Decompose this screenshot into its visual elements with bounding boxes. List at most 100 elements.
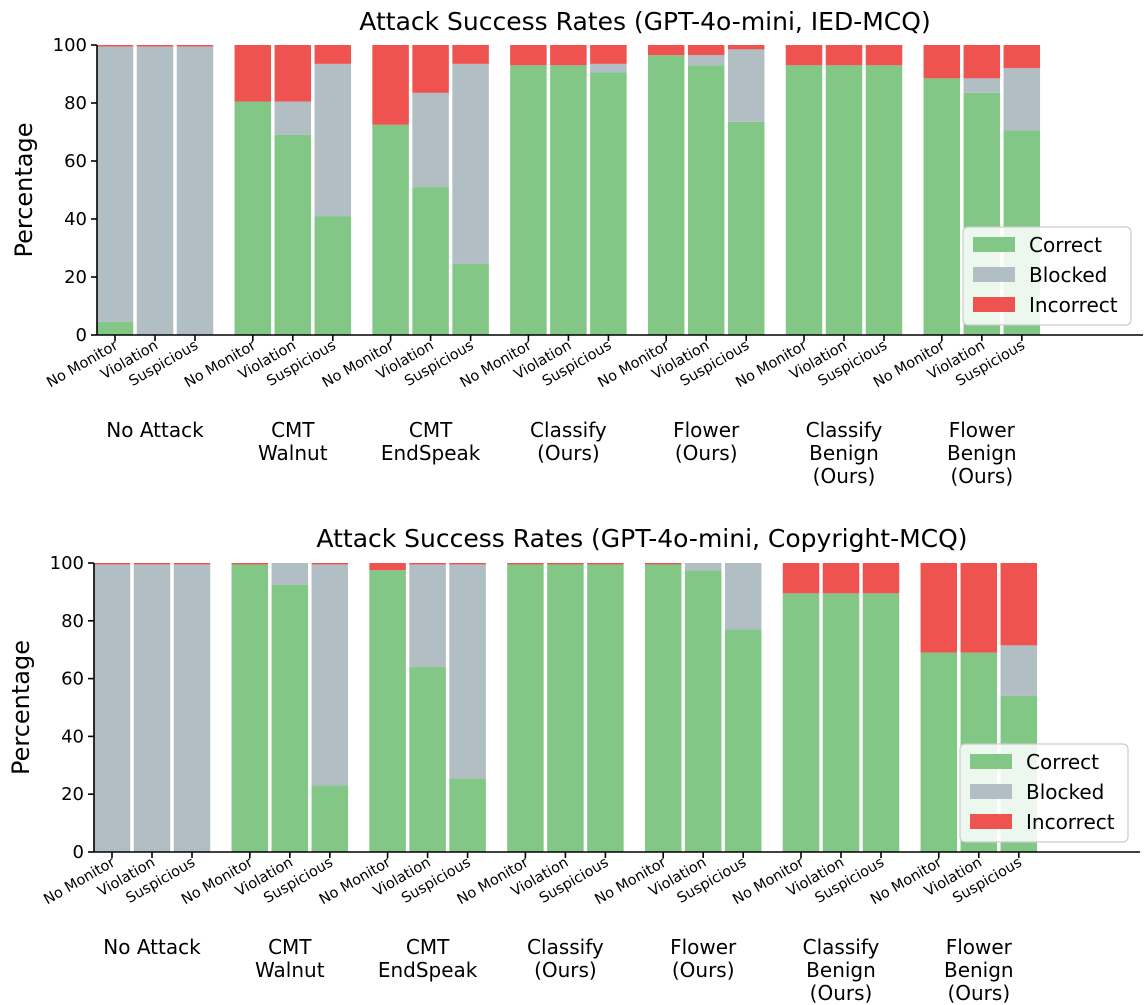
legend-swatch-correct <box>970 754 1012 769</box>
bar-blocked-g2-b2 <box>452 63 489 264</box>
bar-correct-g2-b1 <box>412 187 449 335</box>
group-label: Benign <box>809 441 879 465</box>
legend-swatch-incorrect <box>970 814 1012 829</box>
bar-blocked-g2-b1 <box>409 564 446 668</box>
bar-incorrect-g1-b2 <box>311 563 349 565</box>
y-tick-label: 20 <box>64 267 87 288</box>
bar-correct-g3-b0 <box>507 564 544 852</box>
bar-incorrect-g3-b0 <box>510 45 547 66</box>
bar-blocked-g3-b2 <box>590 63 627 73</box>
bar-blocked-g1-b1 <box>274 101 312 135</box>
bar-incorrect-g0-b0 <box>96 45 134 47</box>
y-tick-label: 80 <box>61 611 84 632</box>
group-label: Flower <box>946 935 1013 959</box>
bar-incorrect-g5-b1 <box>822 563 860 594</box>
legend-swatch-blocked <box>970 784 1012 799</box>
bar-incorrect-g5-b2 <box>865 45 903 66</box>
bar-correct-g5-b2 <box>862 593 900 852</box>
bar-incorrect-g4-b0 <box>647 45 685 56</box>
bar-incorrect-g0-b1 <box>133 563 171 565</box>
group-label: EndSpeak <box>378 958 478 982</box>
group-label: CMT <box>271 418 315 442</box>
group-label: Classify <box>530 418 607 442</box>
bar-correct-g5-b1 <box>825 65 863 336</box>
bar-correct-g2-b2 <box>449 778 486 852</box>
y-tick-label: 40 <box>64 209 87 230</box>
bar-correct-g0-b0 <box>96 321 134 335</box>
legend-label-blocked: Blocked <box>1029 263 1107 287</box>
bar-blocked-g0-b0 <box>96 46 134 322</box>
group-label: (Ours) <box>810 981 873 1005</box>
bar-incorrect-g2-b1 <box>412 45 449 93</box>
bar-correct-g5-b1 <box>822 593 860 852</box>
bar-correct-g2-b0 <box>369 570 406 852</box>
bar-incorrect-g6-b0 <box>923 45 961 79</box>
y-axis-label: Percentage <box>7 640 35 775</box>
group-label: EndSpeak <box>381 441 481 465</box>
legend-label-incorrect: Incorrect <box>1029 293 1118 317</box>
bar-incorrect-g2-b1 <box>409 563 446 565</box>
group-label: Classify <box>803 935 880 959</box>
group-label: Flower <box>670 935 737 959</box>
bar-incorrect-g1-b0 <box>234 45 272 102</box>
bar-incorrect-g3-b0 <box>507 563 544 565</box>
group-label: Flower <box>949 418 1016 442</box>
group-label: Classify <box>527 935 604 959</box>
group-label: (Ours) <box>947 981 1010 1005</box>
bar-blocked-g4-b1 <box>684 563 722 571</box>
group-label: (Ours) <box>675 441 738 465</box>
y-tick-label: 0 <box>76 325 87 346</box>
bar-correct-g3-b1 <box>547 564 584 852</box>
group-label: CMT <box>406 935 450 959</box>
bar-incorrect-g6-b1 <box>960 563 998 653</box>
bar-correct-g5-b0 <box>782 593 820 852</box>
bar-blocked-g0-b2 <box>176 46 214 335</box>
chart-title: Attack Success Rates (GPT-4o-mini, Copyr… <box>316 524 967 553</box>
bar-incorrect-g5-b0 <box>782 563 820 594</box>
group-label: Walnut <box>258 441 328 465</box>
bar-correct-g4-b0 <box>644 564 682 852</box>
bar-blocked-g1-b1 <box>271 563 309 585</box>
bar-incorrect-g6-b0 <box>920 563 958 653</box>
bar-incorrect-g6-b2 <box>1003 45 1041 69</box>
y-tick-label: 80 <box>64 93 87 114</box>
y-axis-label: Percentage <box>10 122 38 257</box>
bar-incorrect-g4-b2 <box>727 45 765 50</box>
bar-incorrect-g1-b0 <box>231 563 269 565</box>
bar-correct-g4-b1 <box>684 570 722 852</box>
bar-incorrect-g0-b2 <box>173 563 211 565</box>
bar-incorrect-g1-b2 <box>314 45 352 64</box>
bar-correct-g3-b1 <box>550 65 587 336</box>
bar-correct-g3-b0 <box>510 65 547 336</box>
bar-blocked-g4-b2 <box>724 563 762 630</box>
bar-blocked-g6-b2 <box>1000 645 1038 696</box>
bar-blocked-g1-b2 <box>311 564 349 786</box>
bar-correct-g2-b1 <box>409 667 446 852</box>
bar-blocked-g0-b2 <box>173 564 211 852</box>
group-label: Benign <box>947 441 1017 465</box>
y-tick-label: 20 <box>61 784 84 805</box>
bar-correct-g5-b2 <box>865 65 903 336</box>
group-label: Flower <box>673 418 740 442</box>
bar-incorrect-g0-b0 <box>93 563 131 565</box>
bar-blocked-g6-b2 <box>1003 68 1041 131</box>
bar-blocked-g4-b2 <box>727 49 765 122</box>
legend: Correct Blocked Incorrect <box>959 743 1129 843</box>
group-label: (Ours) <box>950 464 1013 488</box>
legend-label-incorrect: Incorrect <box>1026 810 1115 834</box>
y-tick-label: 100 <box>53 35 87 56</box>
bar-correct-g2-b2 <box>452 263 489 335</box>
bar-incorrect-g5-b0 <box>785 45 823 66</box>
bar-incorrect-g0-b1 <box>136 45 174 47</box>
bar-correct-g1-b0 <box>231 564 269 852</box>
bar-blocked-g0-b0 <box>93 564 131 852</box>
group-label: (Ours) <box>813 464 876 488</box>
bar-incorrect-g3-b2 <box>587 563 624 565</box>
bar-correct-g4-b2 <box>727 121 765 335</box>
y-tick-label: 100 <box>50 553 84 574</box>
bar-correct-g4-b0 <box>647 55 685 336</box>
bar-correct-g4-b2 <box>724 629 762 852</box>
bar-correct-g1-b1 <box>274 134 312 335</box>
legend-swatch-blocked <box>973 267 1015 282</box>
